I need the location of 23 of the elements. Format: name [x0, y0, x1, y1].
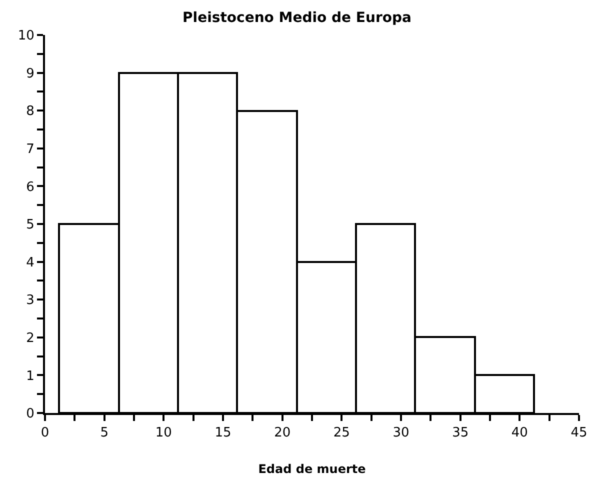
x-axis-title: Edad de muerte — [258, 462, 366, 476]
y-tick-label: 7 — [26, 142, 34, 157]
y-tick-label: 0 — [26, 406, 34, 422]
x-tick-label: 10 — [155, 426, 172, 441]
chart-title: Pleistoceno Medio de Europa — [182, 10, 412, 26]
x-tick-label: 15 — [214, 426, 232, 441]
x-tick-label: 0 — [40, 426, 50, 441]
x-tick-label: 5 — [100, 426, 108, 441]
x-tick-label: 30 — [392, 426, 410, 441]
y-tick-label: 8 — [26, 104, 34, 120]
y-tick-label: 1 — [26, 368, 34, 384]
x-tick-label: 25 — [333, 426, 350, 441]
y-tick-label: 3 — [26, 293, 34, 308]
y-tick-label: 6 — [26, 180, 34, 195]
x-tick-label: 35 — [452, 426, 469, 441]
x-tick-label: 40 — [511, 426, 528, 441]
x-tick-label: 45 — [570, 426, 588, 441]
y-tick-label: 9 — [26, 66, 34, 82]
y-tick-label: 4 — [26, 255, 34, 270]
y-tick-label: 5 — [26, 218, 34, 233]
x-tick-label: 20 — [274, 426, 291, 441]
y-tick-label: 10 — [18, 28, 34, 44]
y-tick-label: 2 — [26, 330, 34, 346]
